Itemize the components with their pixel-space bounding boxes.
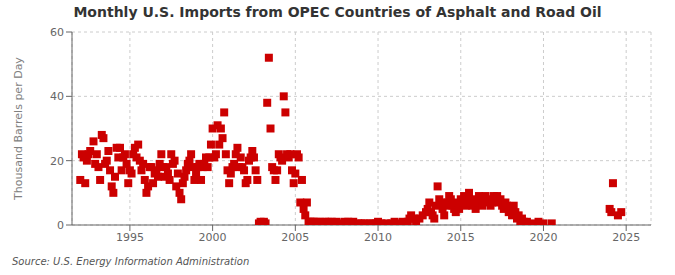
- html-text:Monthly U.S. Imports from OPEC: Monthly U.S. Imports from OPEC Countries…: [73, 4, 602, 20]
- svg-text:40: 40: [50, 90, 64, 103]
- svg-text:2005: 2005: [281, 231, 309, 244]
- svg-text:20: 20: [50, 155, 64, 168]
- svg-text:2015: 2015: [447, 231, 475, 244]
- svg-text:1995: 1995: [116, 231, 144, 244]
- svg-text:2020: 2020: [529, 231, 557, 244]
- svg-text:2025: 2025: [612, 231, 640, 244]
- svg-text:0: 0: [57, 219, 64, 232]
- svg-text:60: 60: [50, 26, 64, 39]
- svg-text:Thousand Barrels per Day: Thousand Barrels per Day: [12, 57, 25, 201]
- svg-text:2010: 2010: [364, 231, 392, 244]
- html-text:Source: U.S. Energy Informatio: Source: U.S. Energy Information Administ…: [12, 256, 250, 267]
- svg-text:2000: 2000: [199, 231, 227, 244]
